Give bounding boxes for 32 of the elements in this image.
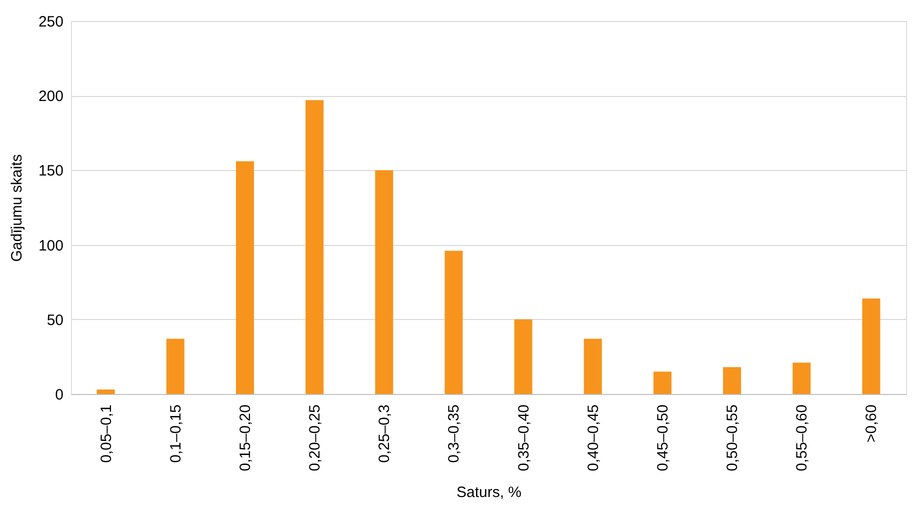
bar: [514, 319, 532, 394]
y-axis-title: Gadījumu skaits: [8, 154, 26, 262]
y-tick-label: 0: [55, 386, 64, 404]
bar: [584, 338, 602, 394]
x-tick-label: 0,20–0,25: [306, 404, 324, 472]
x-tick-label: 0,1–0,15: [167, 404, 184, 463]
bar: [862, 298, 880, 394]
bar: [653, 372, 672, 394]
x-tick-label: 0,45–0,50: [654, 404, 672, 472]
x-tick-label: 0,15–0,20: [236, 404, 254, 472]
y-tick-label: 200: [38, 88, 64, 106]
y-tick-label: 100: [38, 237, 64, 254]
x-tick-label: 0,25–0,3: [376, 404, 394, 463]
x-tick-label: 0,50–0,55: [724, 404, 742, 472]
bar: [166, 338, 184, 394]
bar: [375, 170, 394, 394]
bar: [236, 161, 254, 394]
bar: [96, 390, 115, 394]
bar: [723, 367, 742, 394]
y-tick-label: 250: [38, 14, 64, 30]
x-tick-label: 0,55–0,60: [794, 404, 811, 472]
y-tick-label: 50: [46, 312, 64, 329]
bar: [444, 250, 463, 394]
bar: [306, 100, 324, 394]
x-tick-label: 0,3–0,35: [446, 404, 463, 463]
y-tick-label: 150: [38, 162, 64, 180]
x-tick-label: 0,05–0,1: [98, 404, 115, 463]
x-tick-label: >0,60: [863, 404, 880, 442]
x-tick-label: 0,35–0,40: [515, 404, 532, 472]
bar: [792, 362, 811, 394]
x-tick-label: 0,40–0,45: [584, 404, 602, 472]
x-axis-title: Saturs, %: [456, 484, 522, 502]
